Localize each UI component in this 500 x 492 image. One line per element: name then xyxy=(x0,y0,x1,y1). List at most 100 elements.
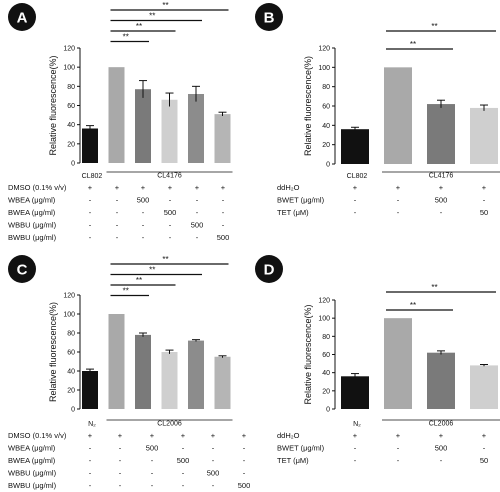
panel-badge xyxy=(8,255,36,283)
group-label: CL2006 xyxy=(429,421,454,428)
treatment-cell: 500 xyxy=(435,196,448,205)
panel-b: B 0 20 40 60 80 100 120 Relative fluorescence(%)… xyxy=(255,3,500,217)
panel-label: C xyxy=(17,262,28,279)
treatment-cell: + xyxy=(181,431,186,440)
treatment-row-label: BWEA (μg/ml) xyxy=(8,456,56,465)
treatment-row-label: TET (μM) xyxy=(277,456,309,465)
treatment-row-label: BWEA (μg/ml) xyxy=(8,208,56,217)
significance-label: ** xyxy=(149,266,155,275)
treatment-cell: - xyxy=(212,481,215,490)
y-tick-label: 60 xyxy=(322,352,330,359)
bar xyxy=(161,99,178,163)
bar xyxy=(188,340,204,409)
y-tick-label: 80 xyxy=(322,84,330,91)
significance-label: ** xyxy=(162,255,168,264)
y-tick-label: 40 xyxy=(322,123,330,130)
y-tick-label: 0 xyxy=(71,161,75,168)
treatment-cell: + xyxy=(439,183,444,192)
treatment-cell: - xyxy=(169,221,172,230)
treatment-cell: - xyxy=(196,196,199,205)
treatment-cell: - xyxy=(142,208,145,217)
significance-label: ** xyxy=(136,276,142,285)
treatment-cell: + xyxy=(88,183,93,192)
treatment-cell: 500 xyxy=(435,444,448,453)
treatment-row-label: WBBU (μg/ml) xyxy=(8,221,57,230)
treatment-row-label: BWBU (μg/ml) xyxy=(8,233,57,242)
bar xyxy=(427,104,455,164)
treatment-cell: 500 xyxy=(217,233,230,242)
y-tick-label: 120 xyxy=(63,46,75,53)
treatment-cell: - xyxy=(483,196,486,205)
treatment-row-label: BWBU (μg/ml) xyxy=(8,481,57,490)
treatment-cell: + xyxy=(482,183,487,192)
treatment-cell: + xyxy=(88,431,93,440)
y-tick-label: 100 xyxy=(318,65,330,72)
treatment-cell: - xyxy=(440,456,443,465)
y-tick-label: 100 xyxy=(63,65,75,72)
treatment-cell: + xyxy=(115,183,120,192)
panel-d: D 0 20 40 60 80 100 120 Relative fluorescence(%)… xyxy=(255,255,500,465)
y-tick-label: 60 xyxy=(67,350,75,357)
bar xyxy=(188,94,204,163)
bar xyxy=(82,128,98,163)
treatment-cell: - xyxy=(89,221,92,230)
y-tick-label: 80 xyxy=(67,331,75,338)
bar xyxy=(427,352,455,409)
y-tick-label: 0 xyxy=(326,407,330,414)
treatment-cell: - xyxy=(89,444,92,453)
significance-label: ** xyxy=(162,1,168,10)
bar xyxy=(341,376,369,409)
bar xyxy=(384,318,412,409)
treatment-row-label: TET (μM) xyxy=(277,208,309,217)
treatment-cell: - xyxy=(222,221,225,230)
treatment-cell: + xyxy=(211,431,216,440)
panel-badge xyxy=(255,3,283,31)
treatment-cell: + xyxy=(195,183,200,192)
category-label: N₂ xyxy=(88,421,96,428)
group-label: CL4176 xyxy=(429,173,454,180)
treatment-cell: - xyxy=(89,208,92,217)
treatment-cell: - xyxy=(116,208,119,217)
treatment-cell: + xyxy=(353,431,358,440)
treatment-cell: + xyxy=(141,183,146,192)
treatment-cell: - xyxy=(397,456,400,465)
treatment-cell: - xyxy=(196,233,199,242)
significance-label: ** xyxy=(431,22,437,31)
treatment-cell: - xyxy=(89,233,92,242)
treatment-cell: + xyxy=(482,431,487,440)
significance-label: ** xyxy=(123,287,129,296)
treatment-cell: - xyxy=(222,208,225,217)
y-tick-label: 0 xyxy=(326,162,330,169)
bar xyxy=(214,356,231,409)
treatment-cell: 500 xyxy=(164,208,177,217)
y-tick-label: 20 xyxy=(322,142,330,149)
treatment-row-label: ddH₂O xyxy=(277,183,300,192)
group-label: CL4176 xyxy=(157,173,182,180)
treatment-cell: + xyxy=(439,431,444,440)
panel-label: D xyxy=(264,262,275,279)
treatment-cell: - xyxy=(182,469,185,478)
treatment-cell: - xyxy=(116,196,119,205)
treatment-cell: - xyxy=(116,221,119,230)
treatment-row-label: DMSO (0.1% v/v) xyxy=(8,431,67,440)
treatment-cell: - xyxy=(483,444,486,453)
treatment-cell: + xyxy=(396,431,401,440)
treatment-cell: + xyxy=(118,431,123,440)
treatment-cell: - xyxy=(119,456,122,465)
y-tick-label: 100 xyxy=(63,312,75,319)
treatment-cell: 50 xyxy=(480,456,488,465)
treatment-cell: + xyxy=(168,183,173,192)
y-tick-label: 80 xyxy=(67,84,75,91)
y-tick-label: 40 xyxy=(67,369,75,376)
panel-badge xyxy=(255,255,283,283)
y-axis-label: Relative fluorescence(%) xyxy=(303,56,313,156)
category-label: CL802 xyxy=(347,173,368,180)
category-label: N₂ xyxy=(353,421,361,428)
panel-label: A xyxy=(17,10,28,27)
treatment-cell: - xyxy=(212,444,215,453)
treatment-cell: - xyxy=(119,444,122,453)
y-tick-label: 20 xyxy=(67,141,75,148)
treatment-cell: + xyxy=(353,183,358,192)
treatment-cell: - xyxy=(89,469,92,478)
